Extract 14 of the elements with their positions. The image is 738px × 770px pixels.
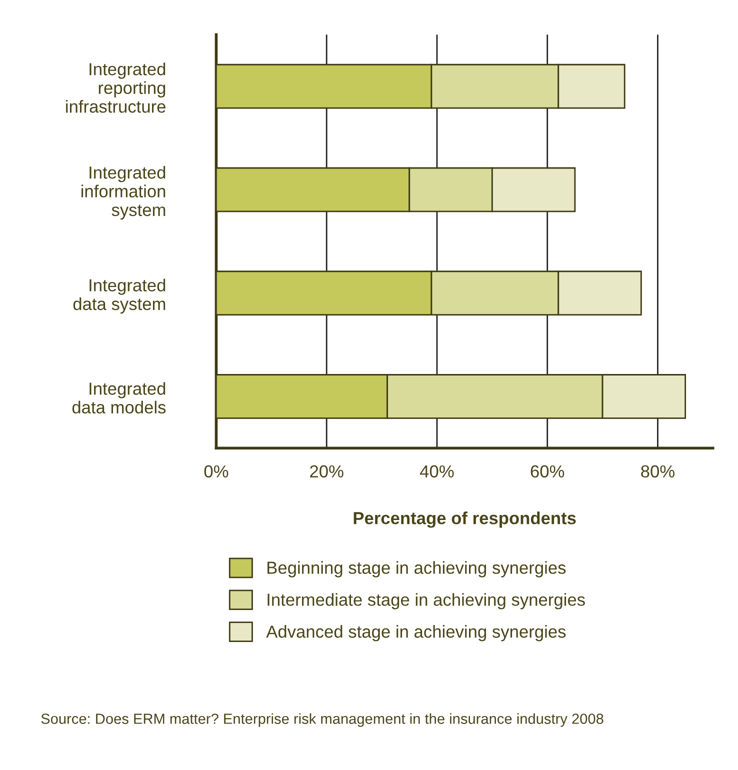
source-note: Source: Does ERM matter? Enterprise risk management in the insurance industry 2008	[41, 713, 604, 727]
y-tick-label: Integrated data models	[72, 382, 166, 414]
x-tick-label: 40%	[420, 465, 454, 478]
y-tick-label: Integrated information system	[82, 166, 166, 220]
x-axis-title: Percentage of respondents	[354, 512, 576, 528]
legend-label: Intermediate stage in achieving synergies	[268, 593, 585, 610]
y-tick-label: Integrated data system	[73, 278, 166, 314]
legend-label: Beginning stage in achieving synergies	[268, 561, 566, 578]
y-tick-label: Integrated reporting infrastructure	[66, 62, 166, 113]
x-tick-label: 0%	[204, 465, 228, 478]
x-tick-label: 80%	[641, 465, 674, 478]
x-tick-label: 60%	[530, 465, 564, 478]
x-tick-label: 20%	[310, 465, 344, 478]
legend-label: Advanced stage in achieving synergies	[266, 625, 566, 642]
